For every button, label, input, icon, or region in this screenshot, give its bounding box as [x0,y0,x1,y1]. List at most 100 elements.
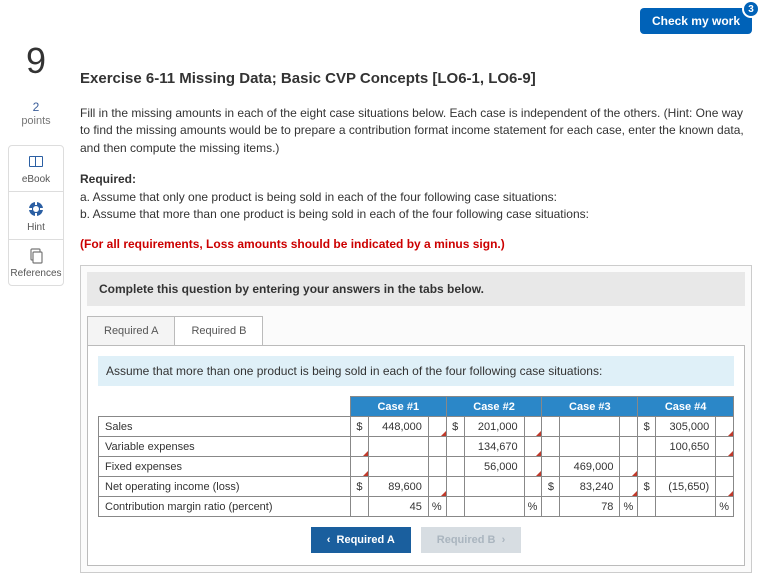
sales-c3-cur[interactable] [542,417,560,437]
book-icon [27,154,45,170]
tab-panel: Assume that more than one product is bei… [87,345,745,566]
varexp-c4-val[interactable]: 100,650 [656,437,716,457]
fixexp-c3-val[interactable]: 469,000 [560,457,620,477]
netop-c4-cur[interactable]: $ [638,477,656,497]
label-sales: Sales [99,417,351,437]
loss-note: (For all requirements, Loss amounts shou… [80,237,752,251]
netop-c1-val[interactable]: 89,600 [368,477,428,497]
fixexp-c3-tag[interactable] [620,457,638,477]
fixexp-c2-cur[interactable] [446,457,464,477]
header-row: Case #1 Case #2 Case #3 Case #4 [99,397,734,417]
header-case2: Case #2 [446,397,542,417]
sales-c2-tag[interactable] [524,417,542,437]
row-netop: Net operating income (loss) $ 89,600 $ 8… [99,477,734,497]
fixexp-c3-cur[interactable] [542,457,560,477]
netop-c4-val[interactable]: (15,650) [656,477,716,497]
tab-required-b[interactable]: Required B [174,316,263,345]
points-label: points [21,115,50,127]
fixexp-c1-cur[interactable] [350,457,368,477]
varexp-c3-unit[interactable] [620,437,638,457]
left-sidebar: 9 2 points eBook Hint References [0,34,72,286]
intro-text: Fill in the missing amounts in each of t… [80,105,752,157]
exercise-title: Exercise 6-11 Missing Data; Basic CVP Co… [80,70,752,87]
header-case1: Case #1 [350,397,446,417]
varexp-c1-unit[interactable] [428,437,446,457]
varexp-c1-cur[interactable] [350,437,368,457]
label-fixexp: Fixed expenses [99,457,351,477]
netop-c2-val[interactable] [464,477,524,497]
required-a: a. Assume that only one product is being… [80,190,557,204]
varexp-c3-cur[interactable] [542,437,560,457]
fixexp-c4-unit[interactable] [716,457,734,477]
case-table: Case #1 Case #2 Case #3 Case #4 Sales $ … [98,396,734,517]
varexp-c4-cur[interactable] [638,437,656,457]
sales-c2-cur[interactable]: $ [446,417,464,437]
sales-c1-cur[interactable]: $ [350,417,368,437]
question-number: 9 [26,40,46,82]
netop-c3-tag[interactable] [620,477,638,497]
varexp-c2-cur[interactable] [446,437,464,457]
fixexp-c4-val[interactable] [656,457,716,477]
lifebuoy-icon [27,200,45,218]
fixexp-c2-val[interactable]: 56,000 [464,457,524,477]
header-case3: Case #3 [542,397,638,417]
varexp-c3-val[interactable] [560,437,620,457]
fixexp-c4-cur[interactable] [638,457,656,477]
fixexp-c1-val[interactable] [368,457,428,477]
sales-c2-val[interactable]: 201,000 [464,417,524,437]
row-sales: Sales $ 448,000 $ 201,000 $ 305,000 [99,417,734,437]
nav-next-button[interactable]: Required B › [421,527,521,553]
references-button[interactable]: References [9,240,63,285]
netop-c2-cur[interactable] [446,477,464,497]
fixexp-c1-unit[interactable] [428,457,446,477]
netop-c3-val[interactable]: 83,240 [560,477,620,497]
references-label: References [10,268,61,279]
sales-c1-val[interactable]: 448,000 [368,417,428,437]
tool-box: eBook Hint References [8,145,64,286]
content-area: Exercise 6-11 Missing Data; Basic CVP Co… [72,34,766,583]
sales-c4-tag[interactable] [716,417,734,437]
chevron-right-icon: › [495,534,505,546]
netop-c2-unit[interactable] [524,477,542,497]
netop-c3-cur[interactable]: $ [542,477,560,497]
required-label: Required: [80,172,136,186]
tab-note: Assume that more than one product is bei… [98,356,734,386]
sales-c4-cur[interactable]: $ [638,417,656,437]
check-my-work-button[interactable]: Check my work 3 [640,8,752,34]
required-b: b. Assume that more than one product is … [80,207,589,221]
varexp-c2-tag[interactable] [524,437,542,457]
required-block: Required: a. Assume that only one produc… [80,171,752,223]
varexp-c2-val[interactable]: 134,670 [464,437,524,457]
netop-c4-tag[interactable] [716,477,734,497]
ebook-button[interactable]: eBook [9,146,63,192]
points-value: 2 [33,100,40,114]
sales-c3-unit[interactable] [620,417,638,437]
label-netop: Net operating income (loss) [99,477,351,497]
nav-prev-label: Required A [337,534,395,546]
sales-c1-tag[interactable] [428,417,446,437]
ebook-label: eBook [22,174,50,185]
row-fixexp: Fixed expenses 56,000 469,000 [99,457,734,477]
instruction-bar: Complete this question by entering your … [87,272,745,306]
sales-c3-val[interactable] [560,417,620,437]
header-case4: Case #4 [638,397,734,417]
check-my-work-label: Check my work [652,14,740,28]
netop-c1-cur[interactable]: $ [350,477,368,497]
nav-row: ‹ Required A Required B › [98,527,734,553]
sales-c4-val[interactable]: 305,000 [656,417,716,437]
points-display: 2 points [21,100,50,127]
hint-button[interactable]: Hint [9,192,63,240]
varexp-c1-val[interactable] [368,437,428,457]
nav-prev-button[interactable]: ‹ Required A [311,527,411,553]
varexp-c4-tag[interactable] [716,437,734,457]
nav-next-label: Required B [437,534,496,546]
netop-c1-tag[interactable] [428,477,446,497]
tab-required-a[interactable]: Required A [87,316,175,345]
copy-icon [28,248,44,264]
answer-box: Complete this question by entering your … [80,265,752,573]
fixexp-c2-tag[interactable] [524,457,542,477]
check-badge: 3 [742,0,760,18]
row-varexp: Variable expenses 134,670 100,650 [99,437,734,457]
tab-row: Required A Required B [87,316,751,345]
chevron-left-icon: ‹ [327,534,337,546]
